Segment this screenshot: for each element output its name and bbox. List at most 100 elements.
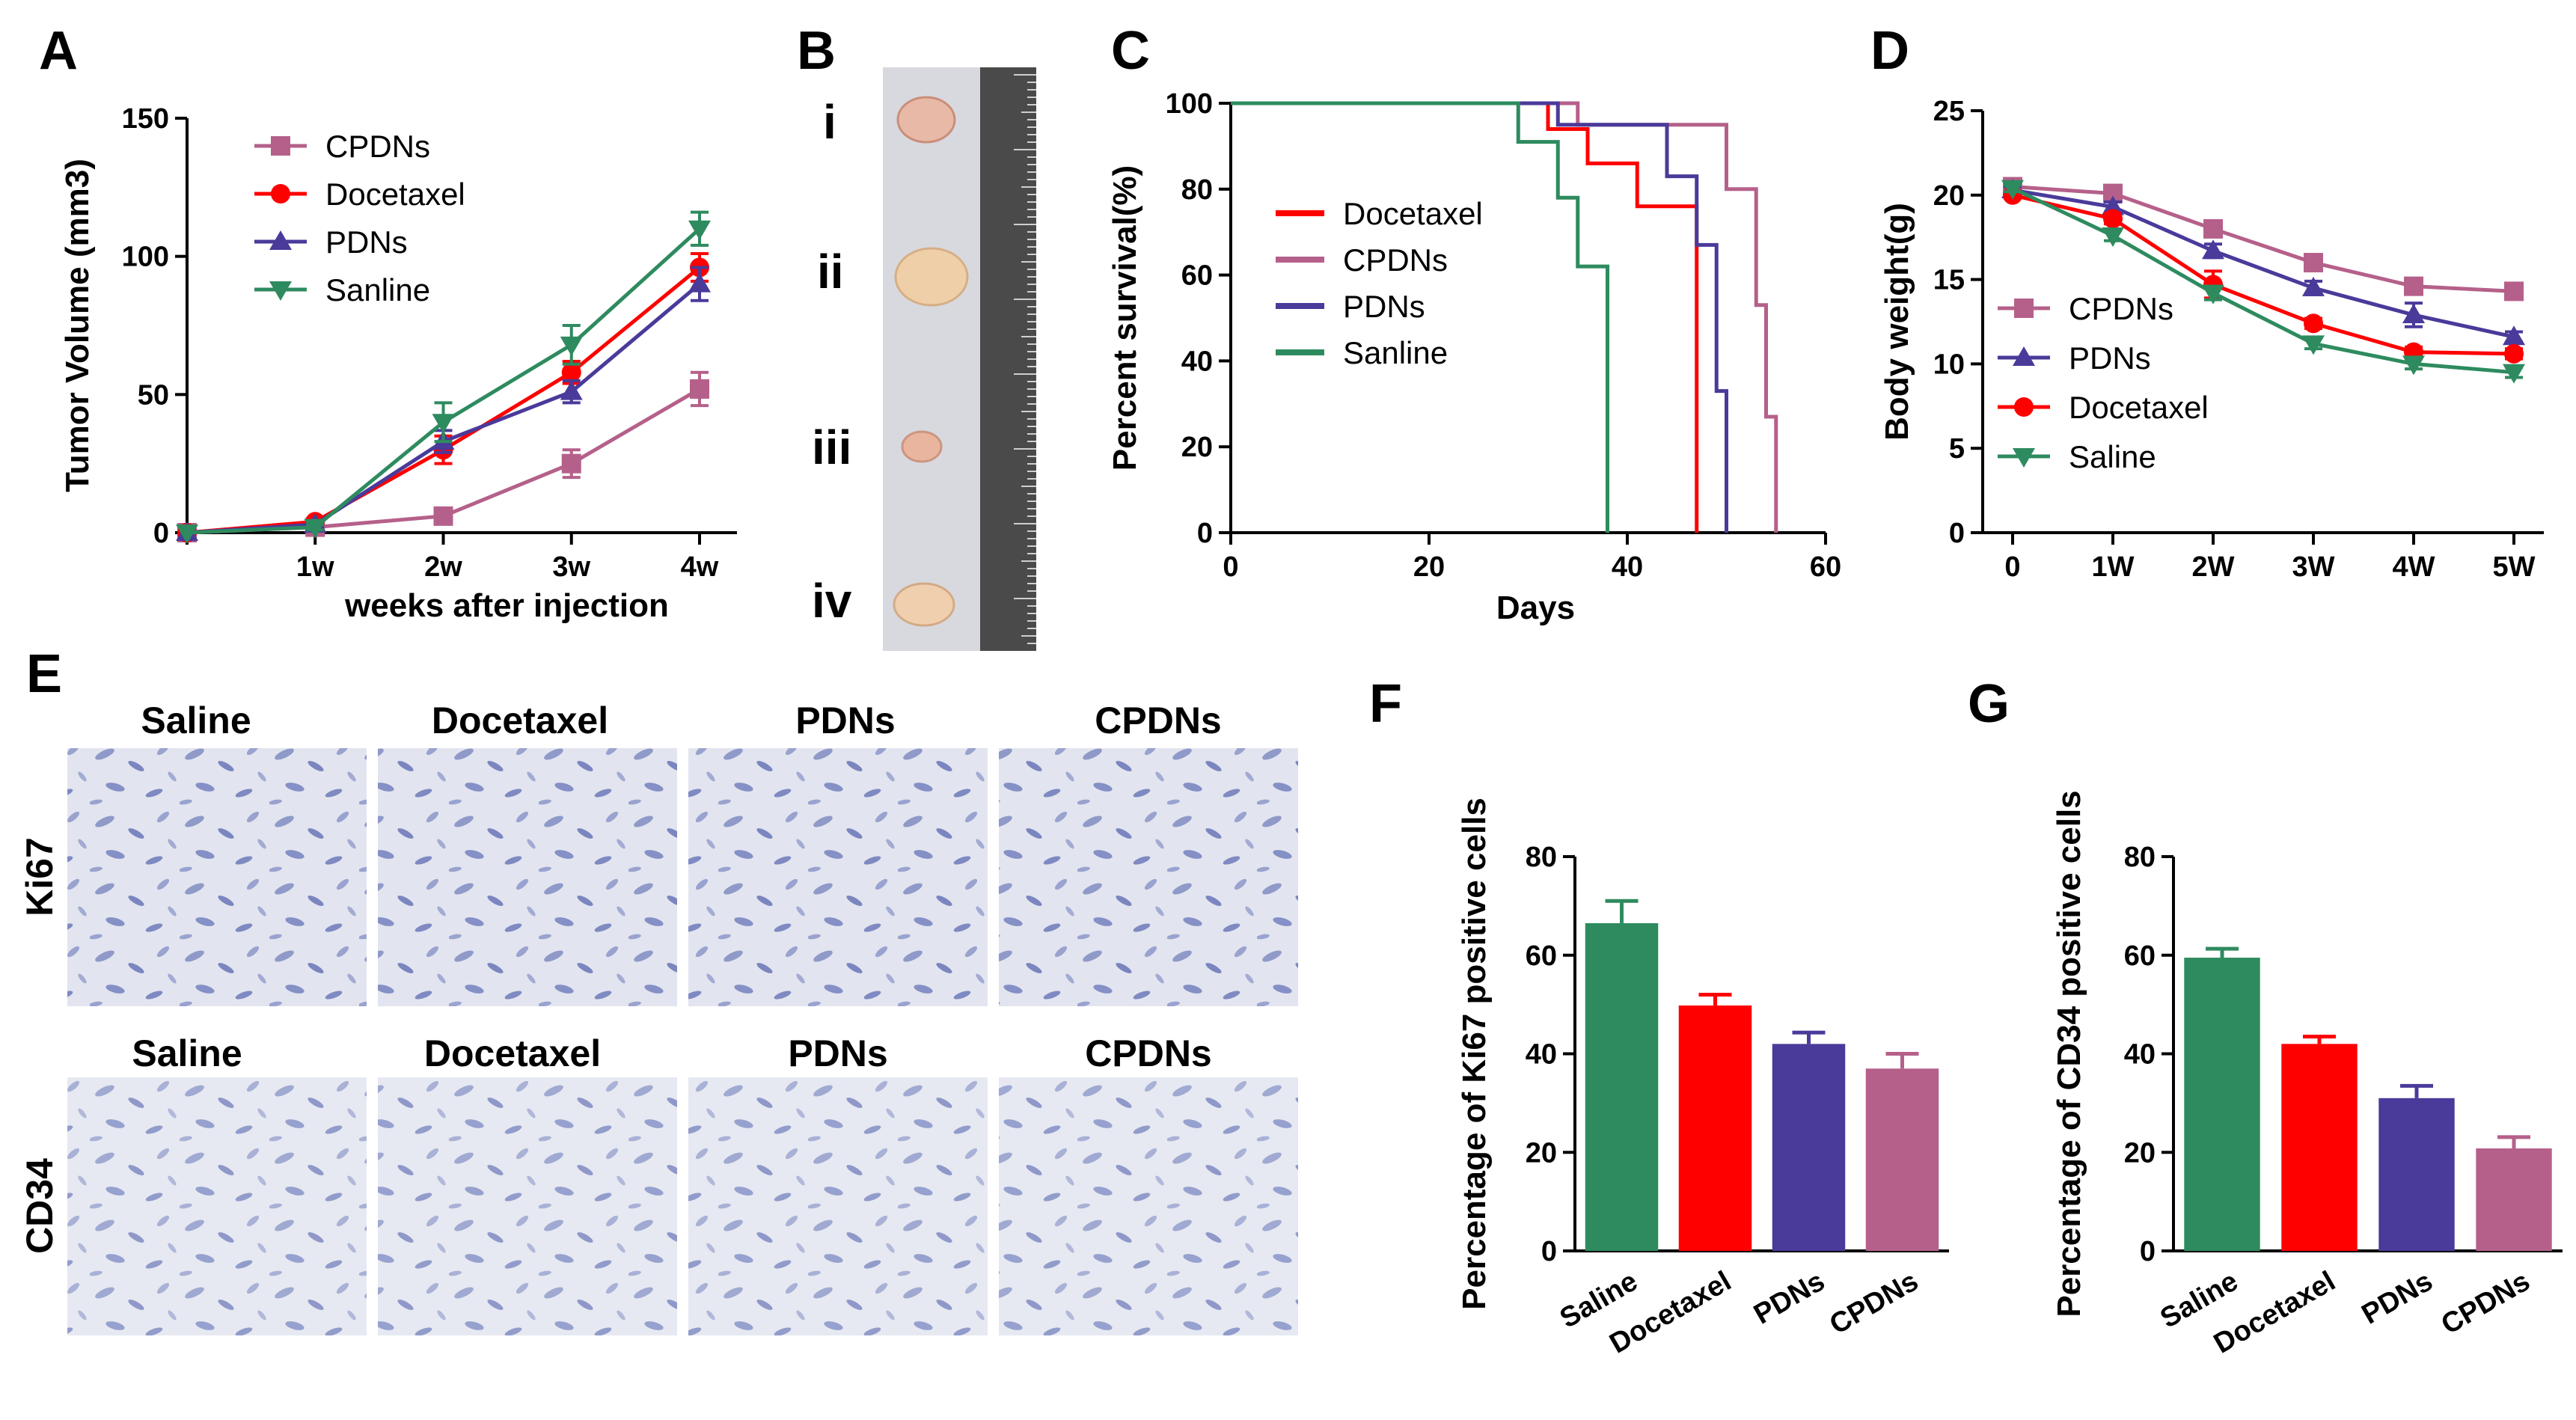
data-point-sanline [432,414,455,434]
y-tick-label: 60 [2124,940,2156,972]
tumor-label-ii: ii [817,245,844,299]
y-tick-label: 0 [1949,518,1965,549]
x-axis-title: Days [1496,590,1575,626]
y-tick-label: 15 [1933,265,1965,296]
legend-label-sanline: Sanline [325,272,430,307]
survival-line-pdns [1231,101,1728,533]
y-tick-label: 100 [1166,88,1213,120]
legend-marker-docetaxel [2014,397,2034,417]
data-point-cpdns [2203,218,2223,239]
legend-label-cpdns: CPDNs [325,129,430,164]
x-tick-label: 3W [2292,551,2335,583]
cd34-image-saline [67,1077,367,1335]
y-tick-label: 40 [2124,1039,2156,1071]
panel-letter-d: D [1870,21,1909,81]
data-point-sanline [560,336,583,356]
tumor-iii [901,430,943,463]
cd34-image-cpdns [999,1077,1298,1335]
y-tick-label: 150 [122,103,169,135]
x-tick-label: 2w [424,551,462,583]
x-tick-label-cpdns: CPDNs [2436,1265,2536,1341]
survival-line-docetaxel [1231,101,1699,533]
series-docetaxel [2003,185,2524,364]
y-axis-title: Percentage of CD34 positive cells [2051,790,2087,1317]
data-point-sanline [688,220,711,240]
x-tick-label: 0 [1223,551,1238,583]
y-tick-label: 5 [1949,433,1965,465]
y-tick-label: 40 [1181,346,1213,377]
data-point-pdns [688,272,711,293]
data-point-cpdns [561,453,581,474]
x-tick-label: 2W [2192,551,2235,583]
y-tick-label: 20 [1933,180,1965,212]
y-tick-label: 0 [153,518,169,549]
data-point-cpdns [2504,281,2524,302]
legend: Docetaxel CPDNs PDNs Sanline [1276,196,1483,370]
y-axis-title: Body weight(g) [1879,203,1915,441]
legend-label-cpdns: CPDNs [1343,242,1448,278]
series-line-sanline [186,227,701,535]
cd34-col-label-docetaxel: Docetaxel [424,1032,601,1074]
ruler [980,67,1036,651]
x-tick-label: 1W [2092,551,2135,583]
tumor-iv [893,582,955,627]
legend-label-cpdns: CPDNs [2069,291,2173,326]
legend-label-pdns: PDNs [2069,340,2151,376]
legend-marker-pdns [2013,346,2035,366]
y-tick-label: 20 [2124,1137,2156,1169]
y-axis-title: Percent survival(%) [1107,165,1143,471]
legend-label-docetaxel: Docetaxel [325,177,465,212]
x-tick-label: 4W [2393,551,2435,583]
data-point-pdns [560,380,583,400]
bar-saline [2184,958,2260,1251]
ki67-col-label-saline: Saline [141,700,251,741]
ki67-image-docetaxel [378,748,677,1006]
cd34-col-label-cpdns: CPDNs [1085,1032,1211,1074]
tumor-i [896,96,956,144]
series-saline [2001,180,2525,384]
data-point-saline [2202,284,2224,304]
panel-letter-b: B [797,21,836,81]
panel-letter-g: G [1968,674,2010,734]
legend-marker-cpdns [2014,299,2034,318]
y-tick-label: 0 [2140,1236,2156,1267]
data-point-cpdns [433,506,453,526]
ki67-image-saline [67,748,367,1006]
ki67-col-label-docetaxel: Docetaxel [432,700,608,741]
data-point-saline [2402,355,2425,376]
series-sanline [176,210,711,544]
panel-letter-f: F [1369,674,1402,734]
y-tick-label: 40 [1526,1039,1557,1071]
ki67-bar-chart: 0 20 40 60 80 Percentage of Ki67 positive cel… [1456,798,1949,1360]
y-tick-label: 0 [1197,518,1213,549]
data-point-docetaxel [561,362,581,382]
legend-marker-cpdns [271,136,290,156]
data-point-cpdns [2404,276,2423,296]
legend-label-docetaxel: Docetaxel [2069,390,2209,425]
histology-grid: Saline Docetaxel PDNs CPDNs Ki67 Saline … [19,700,1298,1335]
x-tick-label-pdns: PDNs [2357,1265,2438,1330]
y-tick-label: 60 [1181,260,1213,292]
data-point-saline [2503,364,2525,384]
x-tick-label: 60 [1810,551,1841,583]
y-tick-label: 0 [1541,1236,1557,1267]
ki67-col-label-cpdns: CPDNs [1095,700,1221,741]
panel-letter-c: C [1111,21,1150,81]
ruler-ticks [1014,74,1036,644]
cd34-image-docetaxel [378,1077,677,1335]
row-label-cd34: CD34 [19,1158,61,1254]
data-point-docetaxel [2504,343,2524,364]
data-point-saline [2001,180,2024,200]
body-weight-chart: 0 5 10 15 20 25 0 1W 2W 3W 4W 5W Body weight(g) CPDNs… [1879,96,2544,583]
panel-letter-a: A [39,21,78,81]
bar-docetaxel [1678,1005,1752,1251]
x-tick-label: 40 [1612,551,1643,583]
data-point-saline [2302,335,2325,355]
series-docetaxel [177,251,709,542]
x-tick-label-pdns: PDNs [1749,1265,1830,1330]
series-line-docetaxel [186,266,701,535]
y-tick-label: 20 [1181,432,1213,463]
legend-marker-saline [2013,448,2035,468]
x-tick-label: 1w [296,551,334,583]
series-line-saline [2011,186,2515,375]
